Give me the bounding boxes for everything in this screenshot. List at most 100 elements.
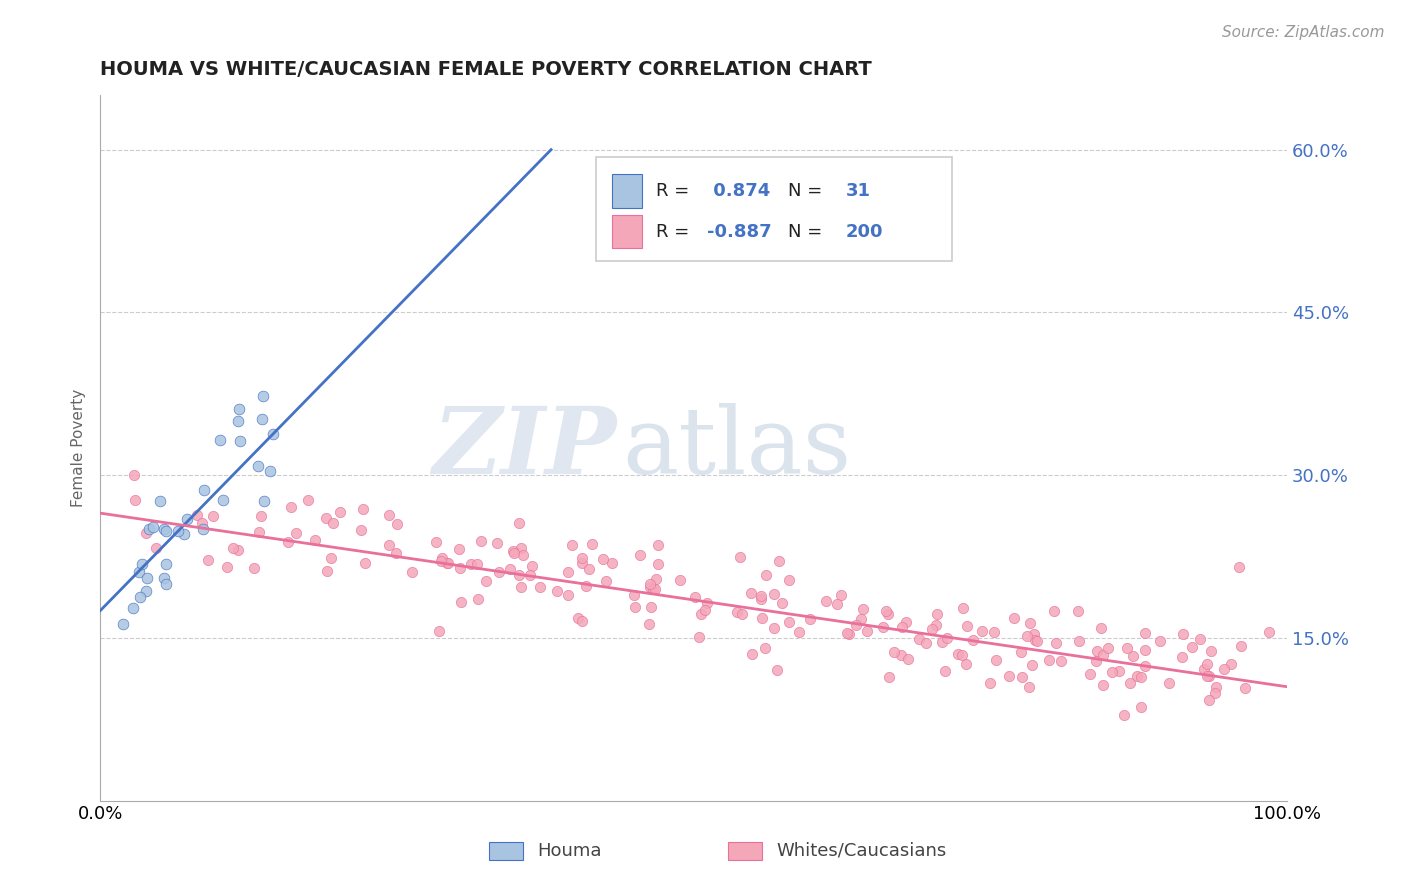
Point [645, 572, 668, 586]
Point [430, 551, 453, 566]
Point [1129, 699, 1152, 714]
Point [1067, 633, 1090, 648]
Point [316, 564, 339, 578]
Point [741, 647, 763, 661]
Point [830, 588, 852, 602]
Text: ZIP: ZIP [432, 403, 616, 493]
Point [754, 640, 776, 655]
Point [1114, 708, 1136, 723]
Point [280, 500, 302, 514]
Point [1129, 670, 1152, 684]
Point [277, 534, 299, 549]
Point [384, 546, 406, 560]
Point [849, 612, 872, 626]
Point [297, 492, 319, 507]
Point [176, 512, 198, 526]
Point [890, 648, 912, 662]
Point [1205, 680, 1227, 694]
Point [509, 541, 531, 556]
Point [155, 557, 177, 571]
Point [135, 571, 157, 585]
Point [561, 538, 583, 552]
Point [696, 596, 718, 610]
Point [447, 541, 470, 556]
Point [557, 588, 579, 602]
Point [1171, 649, 1194, 664]
Point [222, 541, 245, 555]
Point [449, 561, 471, 575]
Point [1229, 639, 1251, 653]
Point [427, 624, 450, 638]
Point [135, 583, 157, 598]
Point [1066, 604, 1088, 618]
Point [768, 554, 790, 568]
Point [1220, 657, 1243, 671]
Point [322, 516, 344, 531]
Point [685, 591, 707, 605]
Point [155, 524, 177, 539]
Point [948, 647, 970, 661]
Point [191, 522, 214, 536]
Point [1198, 669, 1220, 683]
Point [1018, 616, 1040, 631]
Point [877, 607, 900, 622]
Point [1194, 662, 1216, 676]
Point [1116, 641, 1139, 656]
Point [474, 574, 496, 589]
Point [695, 603, 717, 617]
Point [212, 492, 235, 507]
Point [578, 562, 600, 576]
Point [508, 568, 530, 582]
Point [149, 493, 172, 508]
Point [1199, 643, 1222, 657]
Point [1233, 681, 1256, 696]
Point [838, 627, 860, 641]
Point [778, 574, 800, 588]
Point [600, 556, 623, 570]
Point [1011, 670, 1033, 684]
Text: -0.887: -0.887 [707, 222, 770, 241]
Point [571, 551, 593, 566]
Point [250, 411, 273, 425]
Point [571, 615, 593, 629]
Point [647, 538, 669, 552]
Text: atlas: atlas [623, 403, 852, 493]
Point [1204, 686, 1226, 700]
Point [167, 524, 190, 539]
Point [595, 574, 617, 588]
Point [557, 565, 579, 579]
Point [153, 571, 176, 585]
Text: 200: 200 [845, 222, 883, 241]
Point [401, 566, 423, 580]
Point [1195, 668, 1218, 682]
Point [835, 625, 858, 640]
Point [925, 607, 948, 621]
Point [845, 617, 868, 632]
Point [228, 414, 250, 428]
Point [243, 561, 266, 575]
Point [502, 545, 524, 559]
Point [499, 561, 522, 575]
Point [643, 582, 665, 597]
Point [1022, 627, 1045, 641]
Point [787, 624, 810, 639]
Point [638, 617, 661, 632]
Point [470, 534, 492, 549]
Point [1157, 675, 1180, 690]
Point [128, 565, 150, 579]
Point [112, 617, 135, 632]
Point [155, 576, 177, 591]
Point [145, 541, 167, 555]
Point [228, 542, 250, 557]
Text: Houma: Houma [537, 842, 602, 860]
Point [934, 664, 956, 678]
Point [1133, 643, 1156, 657]
Point [315, 510, 337, 524]
Point [915, 635, 938, 649]
Point [352, 501, 374, 516]
Point [247, 459, 270, 474]
Point [1021, 658, 1043, 673]
Point [725, 605, 748, 619]
Point [983, 625, 1005, 640]
Point [124, 493, 146, 508]
